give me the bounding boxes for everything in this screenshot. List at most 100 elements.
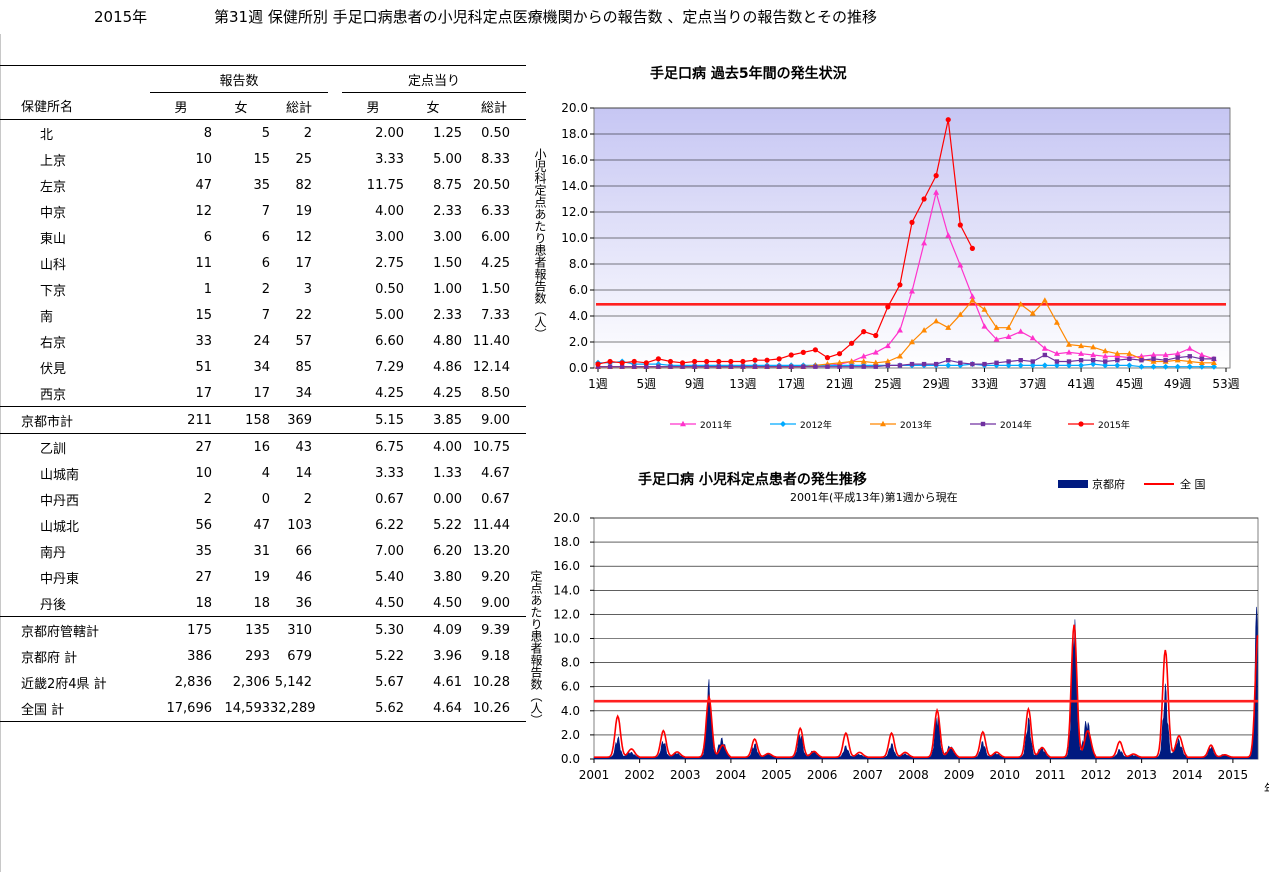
table-column-header-row: 保健所名 男 女 総計 男 女 総計 — [0, 92, 527, 120]
row-cell: 0.67 — [375, 491, 405, 507]
data-point — [1198, 363, 1205, 370]
row-cell: 679 — [287, 648, 313, 664]
y-tick-label: 12.0 — [553, 607, 580, 621]
row-cell: 11.44 — [472, 517, 511, 533]
row-cell: 2 — [203, 491, 212, 507]
x-tick-label: 49週 — [1164, 377, 1191, 391]
row-cell: 17 — [253, 385, 270, 401]
legend-label: 2015年 — [1098, 419, 1130, 431]
data-point — [970, 361, 975, 367]
row-cell: 2 — [270, 119, 329, 146]
data-point — [1115, 358, 1120, 363]
data-point — [667, 358, 674, 365]
data-point — [1066, 341, 1072, 347]
row-cell: 18 — [195, 595, 212, 611]
row-cell: 31 — [253, 543, 270, 559]
row-cell: 3.00 — [375, 229, 405, 245]
data-point — [1186, 363, 1193, 370]
data-point — [776, 364, 782, 369]
y-tick-label: 4.0 — [561, 704, 580, 718]
data-point — [619, 360, 625, 366]
data-point — [704, 364, 709, 369]
row-cell: 2 — [261, 281, 270, 297]
row-name: 右京 — [40, 335, 67, 351]
data-point — [704, 358, 710, 365]
data-point — [1006, 359, 1011, 364]
data-point — [945, 362, 952, 369]
row-cell: 2.75 — [375, 255, 405, 271]
col-header-name: 保健所名 — [0, 92, 150, 120]
y-tick-label: 10.0 — [553, 632, 580, 646]
row-cell: 3 — [303, 281, 313, 297]
data-point — [1078, 421, 1084, 427]
table-row: 右京 33 24 57 6.60 4.80 11.40 — [0, 328, 526, 354]
row-cell: 82 — [295, 177, 313, 193]
data-point — [668, 364, 673, 369]
table-row: 東山 6 6 12 3.00 3.00 6.00 — [0, 224, 526, 250]
data-point — [740, 364, 746, 369]
row-cell: 13.20 — [472, 543, 511, 559]
row-name: 京都府 計 — [21, 650, 78, 666]
data-point — [1199, 356, 1205, 362]
row-cell: 2,306 — [232, 674, 270, 690]
report-table: 報告数 定点当り 保健所名 男 女 総計 男 女 総計 北 8 5 2 2.00 1.25… — [0, 65, 527, 722]
x-tick-label: 33週 — [971, 377, 998, 391]
table-row: 近畿2府4県 計 2,836 2,306 5,142 5.67 4.61 10.28 — [0, 669, 526, 695]
data-point — [1163, 358, 1168, 363]
row-cell: 9.00 — [462, 406, 527, 434]
data-point — [1042, 352, 1048, 358]
row-cell: 85 — [295, 359, 313, 375]
row-cell: 8.33 — [481, 151, 511, 167]
y-tick-label: 14.0 — [553, 583, 580, 597]
data-point — [1078, 362, 1085, 369]
data-point — [957, 222, 963, 228]
row-name: 北 — [0, 119, 150, 146]
row-cell: 19 — [295, 203, 313, 219]
legend-swatch-kyoto — [1058, 480, 1088, 488]
x-tick-label: 2006 — [807, 768, 838, 782]
chart-title: 手足口病 小児科定点患者の発生推移 — [638, 471, 867, 488]
data-point — [1018, 358, 1023, 363]
x-tick-label: 1週 — [588, 377, 608, 391]
row-cell: 4.80 — [433, 333, 463, 349]
row-cell: 369 — [270, 406, 329, 434]
row-name: 京都府管轄計 — [0, 616, 150, 643]
row-cell: 4.25 — [375, 385, 405, 401]
row-cell: 51 — [195, 359, 212, 375]
row-cell: 4.61 — [433, 674, 463, 690]
row-cell: 10.75 — [462, 433, 527, 460]
row-cell: 9.18 — [481, 648, 511, 664]
data-point — [1078, 350, 1085, 356]
data-point — [860, 353, 867, 359]
col-header-male-per: 男 — [342, 92, 405, 120]
row-cell: 4.50 — [375, 595, 405, 611]
table-row: 南丹 35 31 66 7.00 6.20 13.20 — [0, 538, 526, 564]
data-point — [884, 342, 891, 349]
row-cell: 6 — [203, 229, 212, 245]
row-cell: 10.28 — [472, 674, 511, 690]
data-point — [849, 340, 855, 346]
y-tick-label: 6.0 — [569, 283, 588, 297]
y-tick-label: 20.0 — [553, 511, 580, 525]
data-point — [1102, 353, 1109, 359]
row-cell: 18 — [253, 595, 270, 611]
data-point — [825, 364, 830, 369]
row-cell: 9.20 — [481, 569, 511, 585]
row-cell: 4.25 — [433, 385, 463, 401]
row-name: 近畿2府4県 計 — [21, 676, 107, 692]
legend: 2011年 2012年 2013年 2014年 2015年 — [670, 419, 1130, 431]
row-cell: 135 — [212, 616, 270, 643]
row-cell: 25 — [295, 151, 313, 167]
row-cell: 12 — [295, 229, 313, 245]
data-point — [1174, 350, 1181, 356]
data-point — [1150, 351, 1157, 358]
data-point — [1066, 349, 1072, 355]
data-point — [780, 421, 786, 427]
data-point — [872, 359, 879, 365]
chart-subtitle: 2001年(平成13年)第1週から現在 — [790, 490, 958, 504]
table-row: 上京 10 15 25 3.33 5.00 8.33 — [0, 146, 526, 172]
data-point — [921, 196, 927, 202]
data-point — [1210, 359, 1217, 365]
row-cell: 2.33 — [433, 307, 463, 323]
x-tick-label: 2009 — [944, 768, 975, 782]
